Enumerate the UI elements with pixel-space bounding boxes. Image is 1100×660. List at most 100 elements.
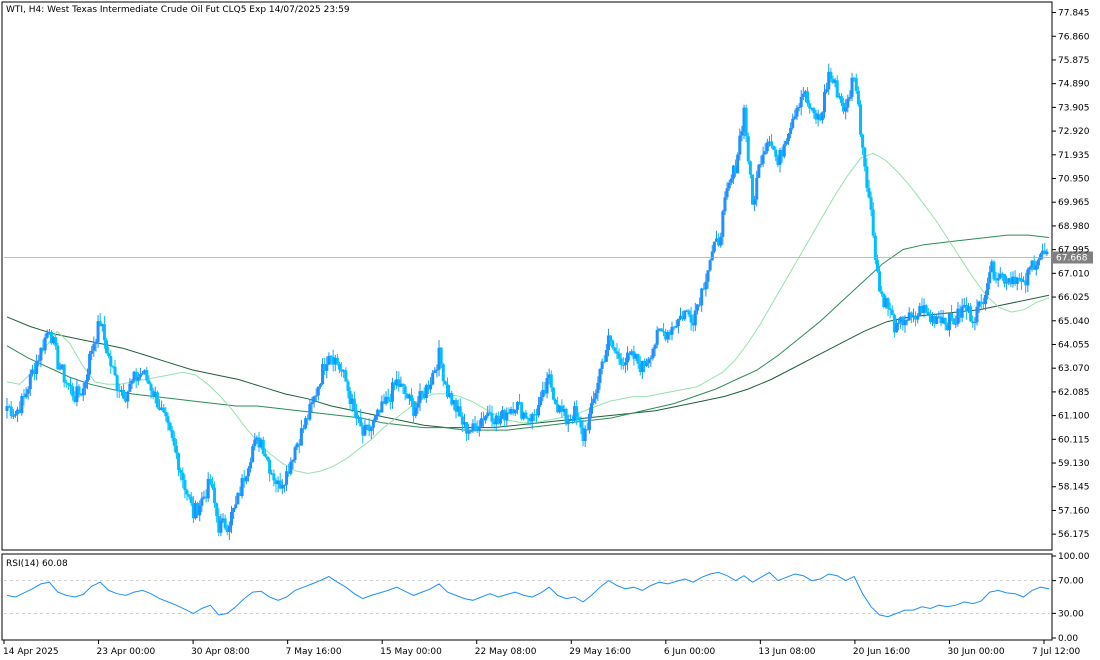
candle-body [776,156,780,165]
candle-body [833,80,837,83]
candle-body [323,364,327,371]
candle-body [583,429,587,442]
candle-body [384,396,388,404]
candle-body [820,112,824,121]
candle-body [471,423,475,431]
candle-body [454,400,458,412]
candle-body [221,518,225,521]
candle-body [477,426,481,432]
candle-body [649,358,653,360]
candle-body [403,386,407,394]
candle-body [501,410,505,419]
candle-body [886,298,890,309]
candle-body [166,416,170,423]
candle-body [916,316,920,320]
candle-body [956,308,960,324]
candle-body [761,154,765,164]
candle-body [462,422,466,425]
candle-body [217,516,221,533]
candle-body [202,496,206,499]
candle-body [128,383,132,392]
candle-body [244,476,248,482]
candle-body [992,261,996,280]
candle-body [562,408,566,412]
candle-body [100,324,104,327]
candle-body [223,518,227,529]
candle-body [340,369,344,372]
candle-body [83,381,87,389]
candle-body [823,91,827,113]
candle-body [596,382,600,394]
candle-body [981,302,985,305]
candle-body [1043,250,1047,255]
candle-body [378,409,382,413]
candle-body [382,401,386,404]
candle-body [988,272,992,284]
candle-body [685,310,689,312]
candle-body [994,279,998,281]
candle-body [831,79,835,83]
price-tick-label: 68.980 [1058,222,1090,232]
candle-body [77,386,81,394]
candle-body [871,209,875,236]
candle-body [257,437,261,448]
candle-body [479,418,483,427]
candle-body [808,103,812,109]
candle-body [668,331,672,335]
candle-body [693,310,697,326]
candle-body [725,188,729,198]
candle-body [291,460,295,462]
candle-body [1009,278,1013,285]
candle-body [806,91,810,104]
candle-body [354,410,358,419]
candle-body [528,418,532,422]
candle-body [990,261,994,273]
candle-body [168,422,172,430]
time-axis: 14 Apr 2025 23 Apr 00:00 30 Apr 08:00 7 May… [3,640,1081,657]
candle-body [554,399,558,405]
candle-body [1005,282,1009,284]
candle-body [363,425,367,436]
time-tick-label: 7 Jul 12:00 [1032,647,1081,657]
candle-body [397,379,401,387]
candle-body [587,413,591,431]
candle-body [642,360,646,366]
candle-body [666,331,670,340]
candle-body [102,324,106,341]
candle-body [448,393,452,397]
candle-body [954,323,958,325]
candle-body [640,360,644,373]
candle-body [581,427,585,442]
rsi-series [4,571,1050,618]
candle-body [24,393,28,398]
candle-body [215,503,219,517]
candle-body [568,419,572,422]
candle-body [579,420,583,428]
candle-body [615,351,619,354]
candle-body [511,409,515,414]
candle-body [246,468,250,477]
candle-body [293,447,297,461]
candle-body [426,384,430,390]
candle-body [842,102,846,112]
candle-body [312,396,316,403]
candle-body [742,107,746,132]
candle-body [130,380,134,384]
price-tick-label: 57.160 [1058,506,1090,516]
candle-body [952,318,956,325]
candle-body [66,383,70,385]
candle-body [924,305,928,313]
candle-body [814,113,818,120]
candle-body [996,278,1000,281]
candle-body [297,443,301,446]
candle-body [338,363,342,370]
candle-body [670,326,674,335]
candle-body [393,382,397,386]
candle-body [232,507,236,513]
candle-body [750,174,754,205]
candle-body [706,270,710,282]
candle-body [342,370,346,372]
candle-body [738,135,742,155]
candle-body [395,379,399,386]
